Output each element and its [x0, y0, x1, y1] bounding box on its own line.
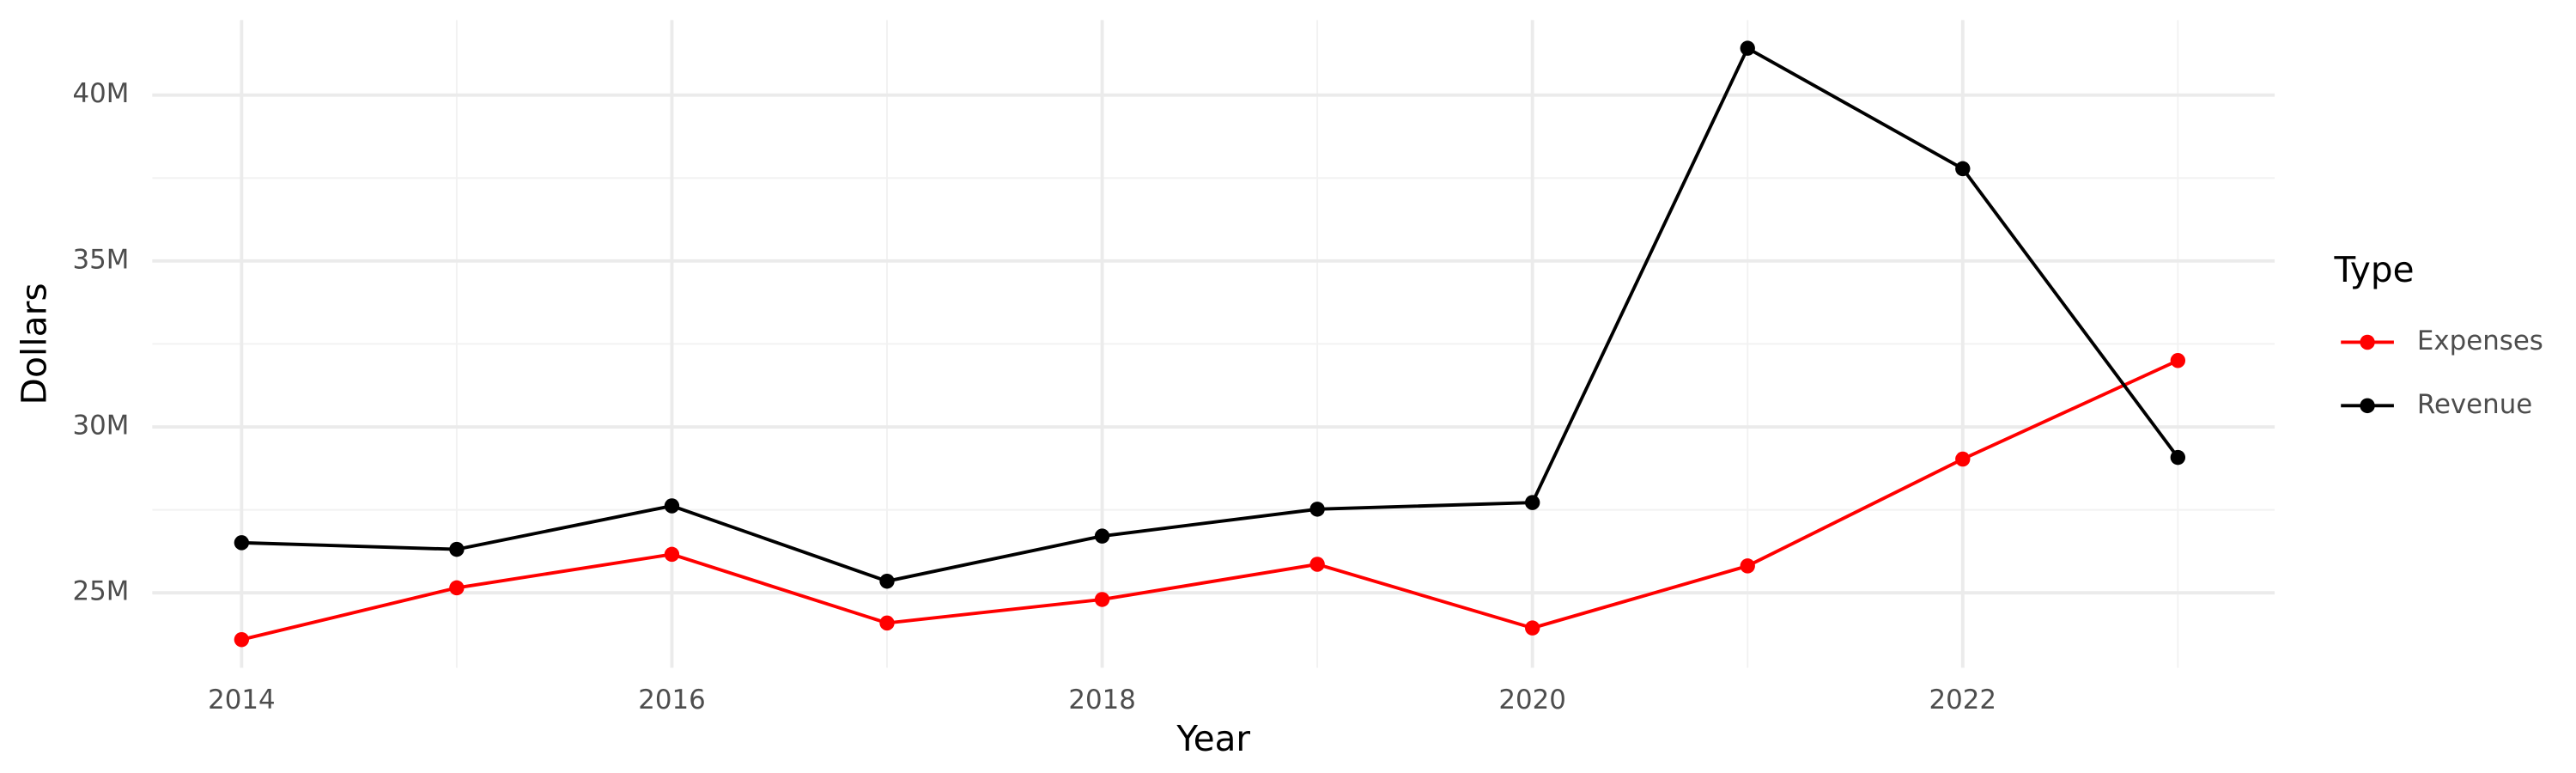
legend-marker: [2360, 334, 2375, 350]
legend-marker: [2360, 398, 2375, 414]
data-point: [234, 631, 250, 648]
x-tick-label: 2016: [638, 685, 706, 715]
y-tick-label: 25M: [73, 576, 130, 607]
data-point: [449, 541, 465, 557]
data-point: [664, 546, 680, 563]
y-tick-label: 30M: [73, 410, 130, 441]
data-point: [1309, 557, 1325, 572]
x-tick-label: 2020: [1498, 685, 1566, 715]
data-point: [879, 615, 895, 631]
legend-label: Expenses: [2417, 326, 2543, 356]
data-point: [449, 580, 465, 596]
data-point: [664, 498, 680, 514]
data-point: [1955, 161, 1971, 177]
data-point: [1525, 620, 1540, 636]
data-point: [1094, 528, 1110, 544]
data-point: [1309, 502, 1325, 517]
data-point: [1740, 558, 1755, 574]
data-point: [1955, 451, 1971, 467]
data-point: [2170, 353, 2186, 368]
y-tick-label: 35M: [73, 244, 130, 275]
legend-title: Type: [2334, 249, 2415, 290]
data-point: [1525, 495, 1540, 510]
data-point: [2170, 449, 2186, 466]
x-tick-label: 2022: [1929, 685, 1997, 715]
data-point: [1740, 40, 1755, 56]
y-axis-label: Dollars: [14, 283, 55, 405]
legend-label: Revenue: [2417, 389, 2532, 420]
grid: [152, 20, 2275, 668]
x-tick-label: 2018: [1068, 685, 1136, 715]
x-axis-label: Year: [1176, 718, 1250, 759]
data-point: [879, 573, 895, 589]
data-point: [1094, 592, 1110, 607]
data-point: [234, 535, 250, 551]
x-tick-label: 2014: [208, 685, 276, 715]
y-tick-label: 40M: [73, 78, 130, 109]
series-line: [240, 358, 2179, 642]
series-line: [241, 46, 2179, 583]
